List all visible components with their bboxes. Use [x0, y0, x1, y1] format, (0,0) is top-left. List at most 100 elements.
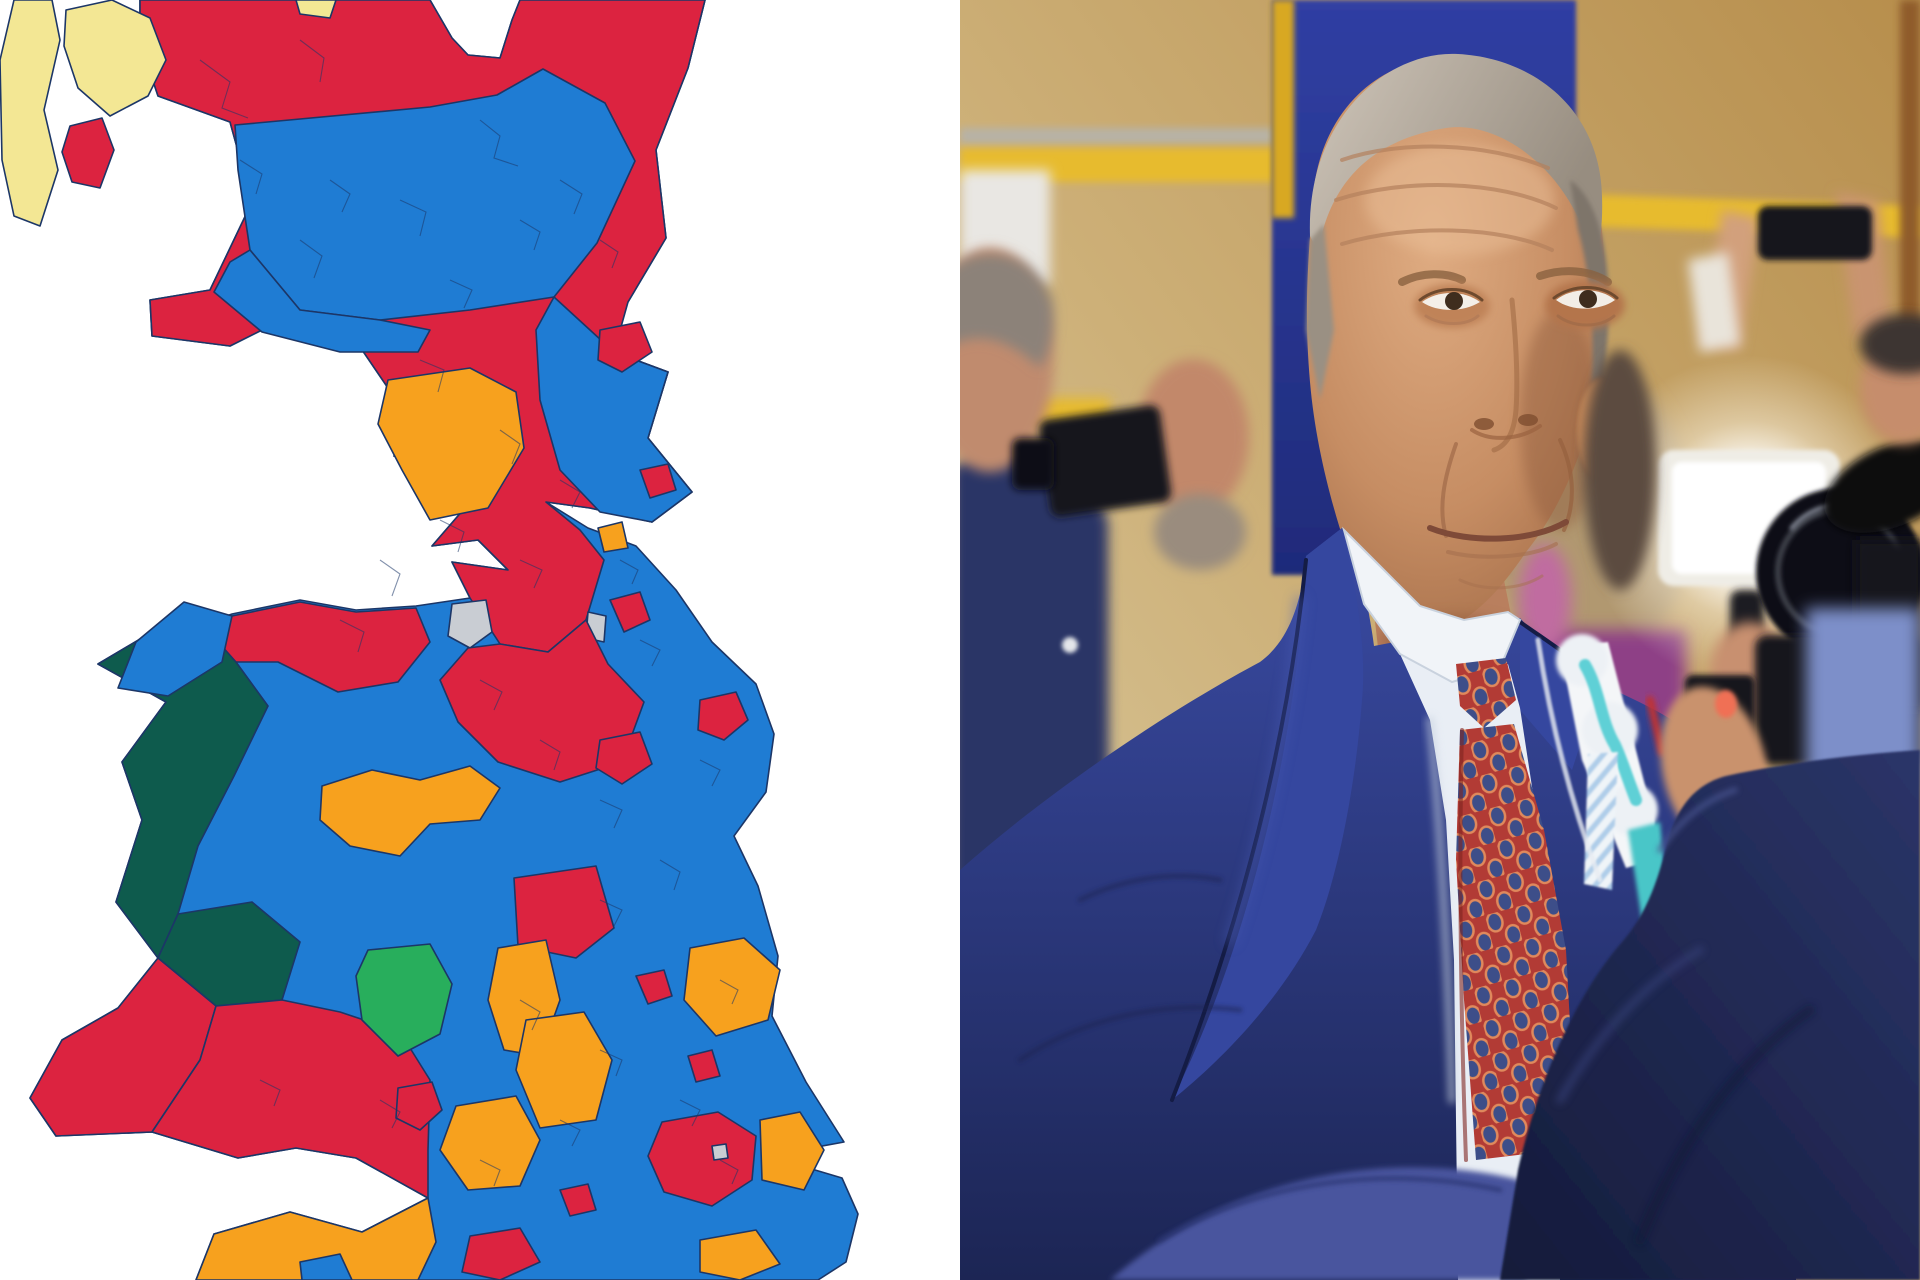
photo-security-lapel-pin [1062, 637, 1078, 653]
constituency-border-line [479, 679, 503, 711]
constituency-border-line [479, 1159, 501, 1187]
map-region-midlands-red [439, 619, 645, 783]
map-region-arran-red-island [61, 117, 115, 189]
photo-lapel-white-piping [1535, 637, 1603, 883]
map-region-devon-orange [195, 1197, 437, 1280]
constituency-border-line [559, 479, 581, 509]
constituency-border-line [539, 739, 561, 771]
photo-suit-arm-fold [1110, 1167, 1526, 1280]
map-region-chorley-speaker [447, 599, 493, 649]
constituency-border-line [329, 179, 351, 213]
photo-tie-body [1456, 724, 1572, 1160]
map-region-bristol-red [395, 1081, 443, 1131]
photo-nostril-left [1474, 418, 1494, 430]
photo-arm-fold-crease [1157, 1175, 1503, 1243]
photo-shirt-shadow [1426, 716, 1456, 1104]
map-region-snp-top-snippet [295, 0, 337, 19]
photo-farage-hair-dark-side [1584, 350, 1656, 590]
map-region-se-orange-2 [699, 1229, 781, 1280]
map-region-south-coast-red [461, 1227, 541, 1280]
map-region-kintyre-snp [0, 0, 61, 227]
constituency-border-line [519, 559, 543, 589]
photo-panel [960, 0, 1920, 1280]
constituency-border-line [379, 559, 401, 597]
map-region-norfolk-red [697, 691, 749, 741]
map-region-green-seat [355, 943, 453, 1057]
constituency-border-line [299, 239, 323, 279]
constituency-border-line [259, 1079, 281, 1107]
photo-tie-knot [1456, 658, 1516, 728]
constituency-border-line [399, 199, 427, 237]
photo-bald-man-beard [1154, 494, 1246, 570]
photo-suit-crease-1 [1077, 873, 1223, 903]
photo-wall-rail-line [960, 128, 1296, 144]
photo-iris-left [1445, 292, 1463, 310]
map-region-birmingham-cluster [513, 865, 615, 959]
map-region-red-speck-oxford [635, 969, 673, 1005]
photo-forehead-line-1 [1340, 144, 1550, 170]
photo-iris-right [1579, 290, 1597, 308]
map-region-dumfries-galloway [213, 249, 431, 353]
photo-eyebag-right [1556, 314, 1616, 327]
constituency-border-line [599, 1049, 623, 1077]
map-region-devon-blue-speck [299, 1253, 353, 1280]
photo-farage-hair [1309, 53, 1603, 262]
map-region-lincolnshire-red [609, 591, 651, 633]
photo-nose-bridge [1491, 297, 1520, 453]
map-region-london-grey-speck [711, 1143, 729, 1161]
photo-eyelid-right [1552, 286, 1619, 300]
map-region-nottingham-red [595, 731, 653, 785]
constituency-border-line [559, 1119, 581, 1147]
map-region-hull [639, 463, 677, 499]
map-region-se-orange-1 [759, 1111, 825, 1191]
photo-blue-panel-yellow-edge [1272, 0, 1294, 218]
map-region-teesside [597, 321, 653, 373]
constituency-border-line [699, 759, 721, 787]
photo-brow-left [1398, 270, 1466, 286]
map-region-sw-orange-2 [515, 1011, 613, 1129]
photo-rosette-frill-low [1606, 784, 1658, 836]
photo-door-frame [1900, 0, 1920, 415]
constituency-border-line [379, 1099, 401, 1129]
constituency-border-line [499, 429, 521, 465]
constituency-border-line [299, 39, 325, 83]
photo-farage-cheek-shadow [1520, 310, 1600, 530]
constituency-border-line [679, 1099, 701, 1127]
constituency-border-line [239, 159, 263, 195]
photo-security-man-hair [960, 254, 1054, 368]
constituency-border-line [659, 859, 681, 891]
map-region-sw-orange-3 [439, 1095, 541, 1191]
photo-suit-crease-2 [1017, 1004, 1243, 1063]
constituency-border-line [449, 279, 473, 309]
constituency-border-line [719, 1159, 739, 1185]
constituency-border-line [639, 639, 661, 667]
photo-suit-lapel-left [1172, 528, 1364, 1100]
constituency-border-line [339, 619, 365, 653]
photo-nasolabial-left [1440, 442, 1458, 538]
photo-press-camera-left-lens [1012, 438, 1054, 490]
photo-raised-phone [1758, 206, 1872, 260]
photo-mouth [1427, 519, 1569, 542]
photo-collar [1342, 526, 1522, 684]
constituency-border-line [559, 179, 583, 215]
photo-tie-edge-shadow [1458, 728, 1468, 1162]
constituency-border-line [719, 979, 739, 1005]
map-region-north-wales-coast [203, 601, 431, 693]
photo-foreground-collar-highlight [1657, 787, 1738, 853]
photo-reporter-red-pen [1646, 696, 1666, 756]
photo-eyelid-left [1418, 288, 1484, 302]
photo-brow-right [1536, 267, 1612, 286]
photo-reporter-coral-nail [1715, 690, 1737, 718]
constituency-border-line [519, 219, 541, 251]
map-region-anglesey [117, 601, 233, 697]
constituency-border-line [619, 559, 639, 585]
constituency-border-line [419, 359, 445, 393]
map-region-red-speck-luton [687, 1049, 721, 1083]
photo-foreground-fold-1 [1556, 946, 1704, 1104]
photo-nostril-right [1518, 414, 1538, 426]
photo-rosette-teal-ribbon [1579, 659, 1642, 806]
constituency-border-line [599, 799, 623, 829]
constituency-border-line [519, 999, 541, 1031]
photo-eyebag-left [1424, 314, 1480, 325]
